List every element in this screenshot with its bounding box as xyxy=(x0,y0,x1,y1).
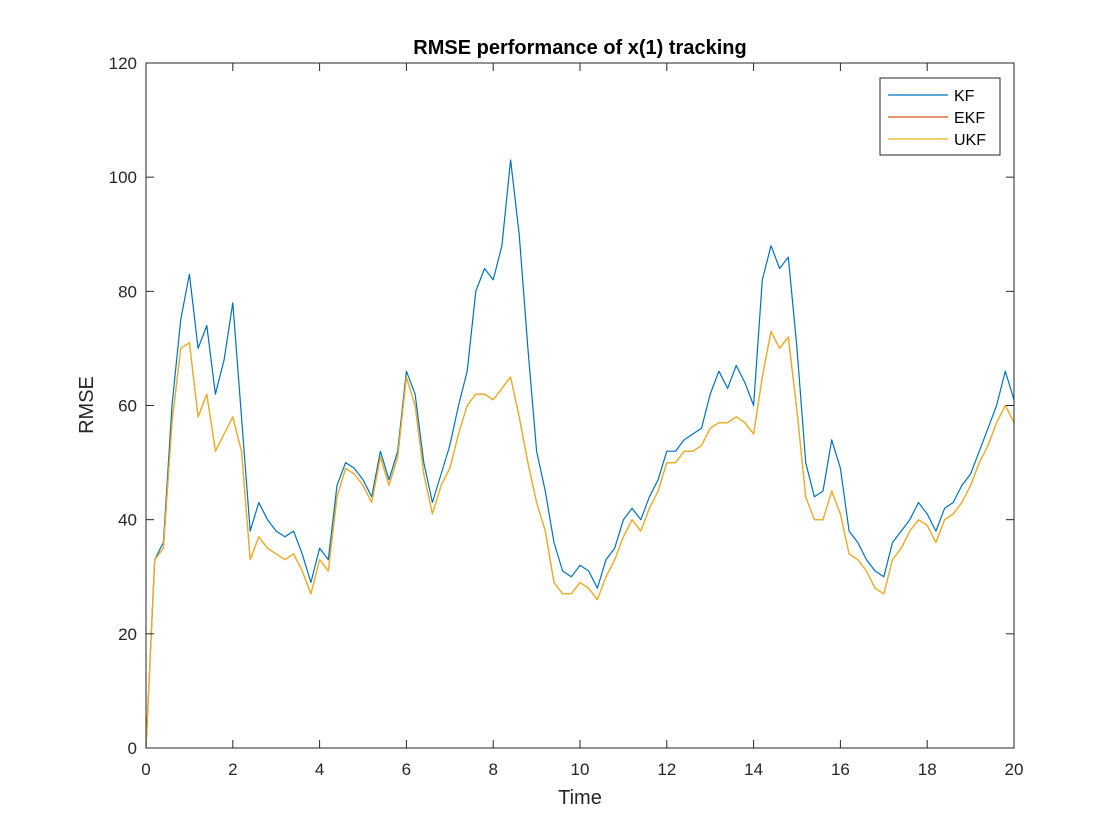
x-tick-label: 6 xyxy=(402,760,411,779)
legend-label-ekf: EKF xyxy=(954,110,985,127)
chart-title: RMSE performance of x(1) tracking xyxy=(413,37,746,59)
x-tick-label: 18 xyxy=(918,760,937,779)
y-tick-label: 40 xyxy=(118,511,137,530)
y-tick-label: 20 xyxy=(118,625,137,644)
x-tick-label: 2 xyxy=(228,760,237,779)
y-tick-label: 80 xyxy=(118,282,137,301)
series-line-ekf xyxy=(145,330,1015,749)
y-axis-label: RMSE xyxy=(76,376,98,434)
series-line-kf xyxy=(145,159,1015,749)
y-tick-label: 100 xyxy=(109,168,137,187)
x-tick-label: 12 xyxy=(657,760,676,779)
x-tick-label: 10 xyxy=(571,760,590,779)
y-tick-label: 0 xyxy=(128,739,137,758)
x-tick-label: 8 xyxy=(488,760,497,779)
x-tick-label: 4 xyxy=(315,760,324,779)
series-lines xyxy=(145,159,1015,749)
series-line-ukf xyxy=(145,330,1015,749)
legend-label-ukf: UKF xyxy=(954,132,986,149)
x-axis-ticks: 0 2 4 6 8 10 12 14 16 18 20 xyxy=(141,63,1023,779)
x-axis-label: Time xyxy=(558,787,602,809)
x-tick-label: 0 xyxy=(141,760,150,779)
x-tick-label: 14 xyxy=(744,760,763,779)
y-tick-label: 120 xyxy=(109,54,137,73)
plot-area-frame xyxy=(145,62,1015,749)
x-tick-label: 20 xyxy=(1005,760,1024,779)
y-tick-label: 60 xyxy=(118,397,137,416)
y-axis-ticks: 0 20 40 60 80 100 120 xyxy=(109,54,1014,758)
legend: KF EKF UKF xyxy=(879,77,1001,156)
legend-label-kf: KF xyxy=(954,88,975,105)
x-tick-label: 16 xyxy=(831,760,850,779)
